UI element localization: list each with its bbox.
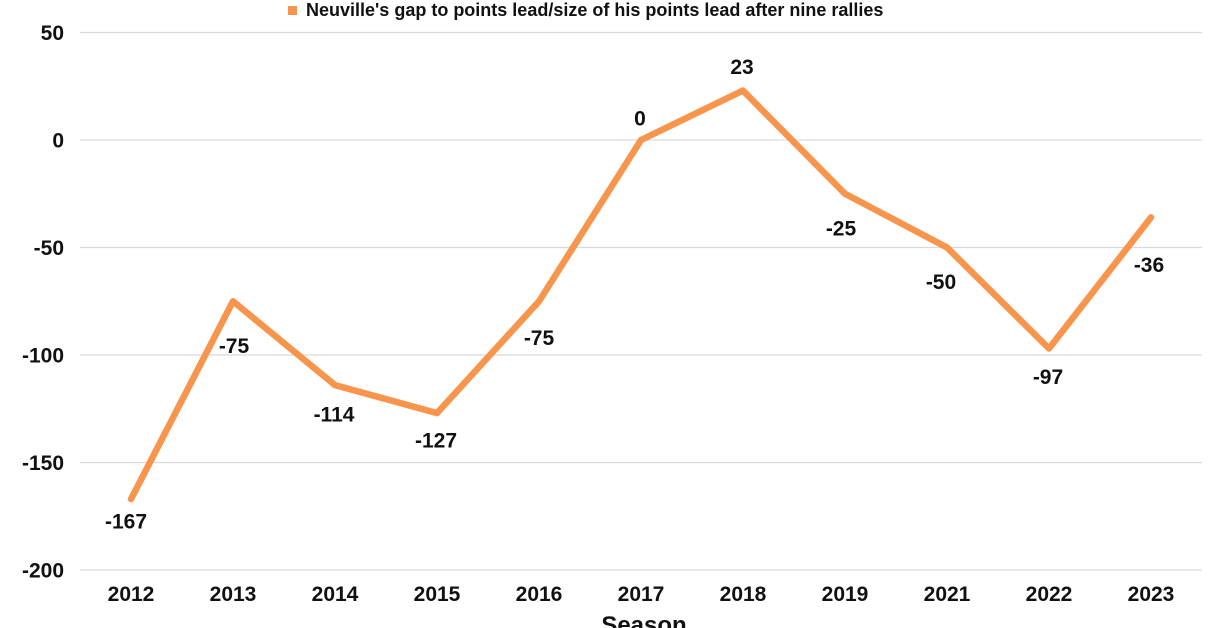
x-tick-label: 2023 — [1128, 583, 1175, 606]
y-tick-label: -100 — [22, 345, 64, 368]
y-tick-label: 50 — [41, 22, 64, 45]
x-tick-label: 2018 — [720, 583, 767, 606]
data-point-label: -25 — [826, 217, 857, 240]
x-axis-title: Season — [601, 612, 686, 628]
x-tick-label: 2022 — [1026, 583, 1073, 606]
data-point-label: 23 — [730, 56, 753, 79]
data-point-label: -36 — [1134, 254, 1164, 277]
chart-legend: Neuville's gap to points lead/size of hi… — [288, 0, 883, 20]
x-tick-label: 2021 — [924, 583, 971, 606]
data-point-label: -50 — [926, 271, 956, 294]
data-point-label: 0 — [634, 108, 646, 131]
y-tick-label: 0 — [52, 130, 64, 153]
data-point-label: -75 — [219, 335, 250, 358]
series-line — [127, 87, 1155, 503]
data-point-label: -167 — [105, 511, 147, 534]
data-point-label: -97 — [1033, 366, 1063, 389]
x-tick-label: 2013 — [210, 583, 257, 606]
x-tick-label: 2017 — [618, 583, 665, 606]
x-tick-label: 2014 — [312, 583, 359, 606]
x-tick-label: 2019 — [822, 583, 869, 606]
x-tick-label: 2012 — [108, 583, 155, 606]
data-point-label: -127 — [415, 430, 457, 453]
legend-label: Neuville's gap to points lead/size of hi… — [306, 0, 884, 20]
data-point-label: -114 — [314, 404, 355, 427]
y-tick-label: -50 — [34, 237, 64, 260]
x-tick-label: 2016 — [516, 583, 563, 606]
y-tick-label: -200 — [22, 560, 64, 583]
data-point-label: -75 — [524, 327, 555, 350]
x-tick-label: 2015 — [414, 583, 461, 606]
legend-swatch-icon — [288, 5, 297, 15]
y-tick-label: -150 — [22, 452, 64, 475]
